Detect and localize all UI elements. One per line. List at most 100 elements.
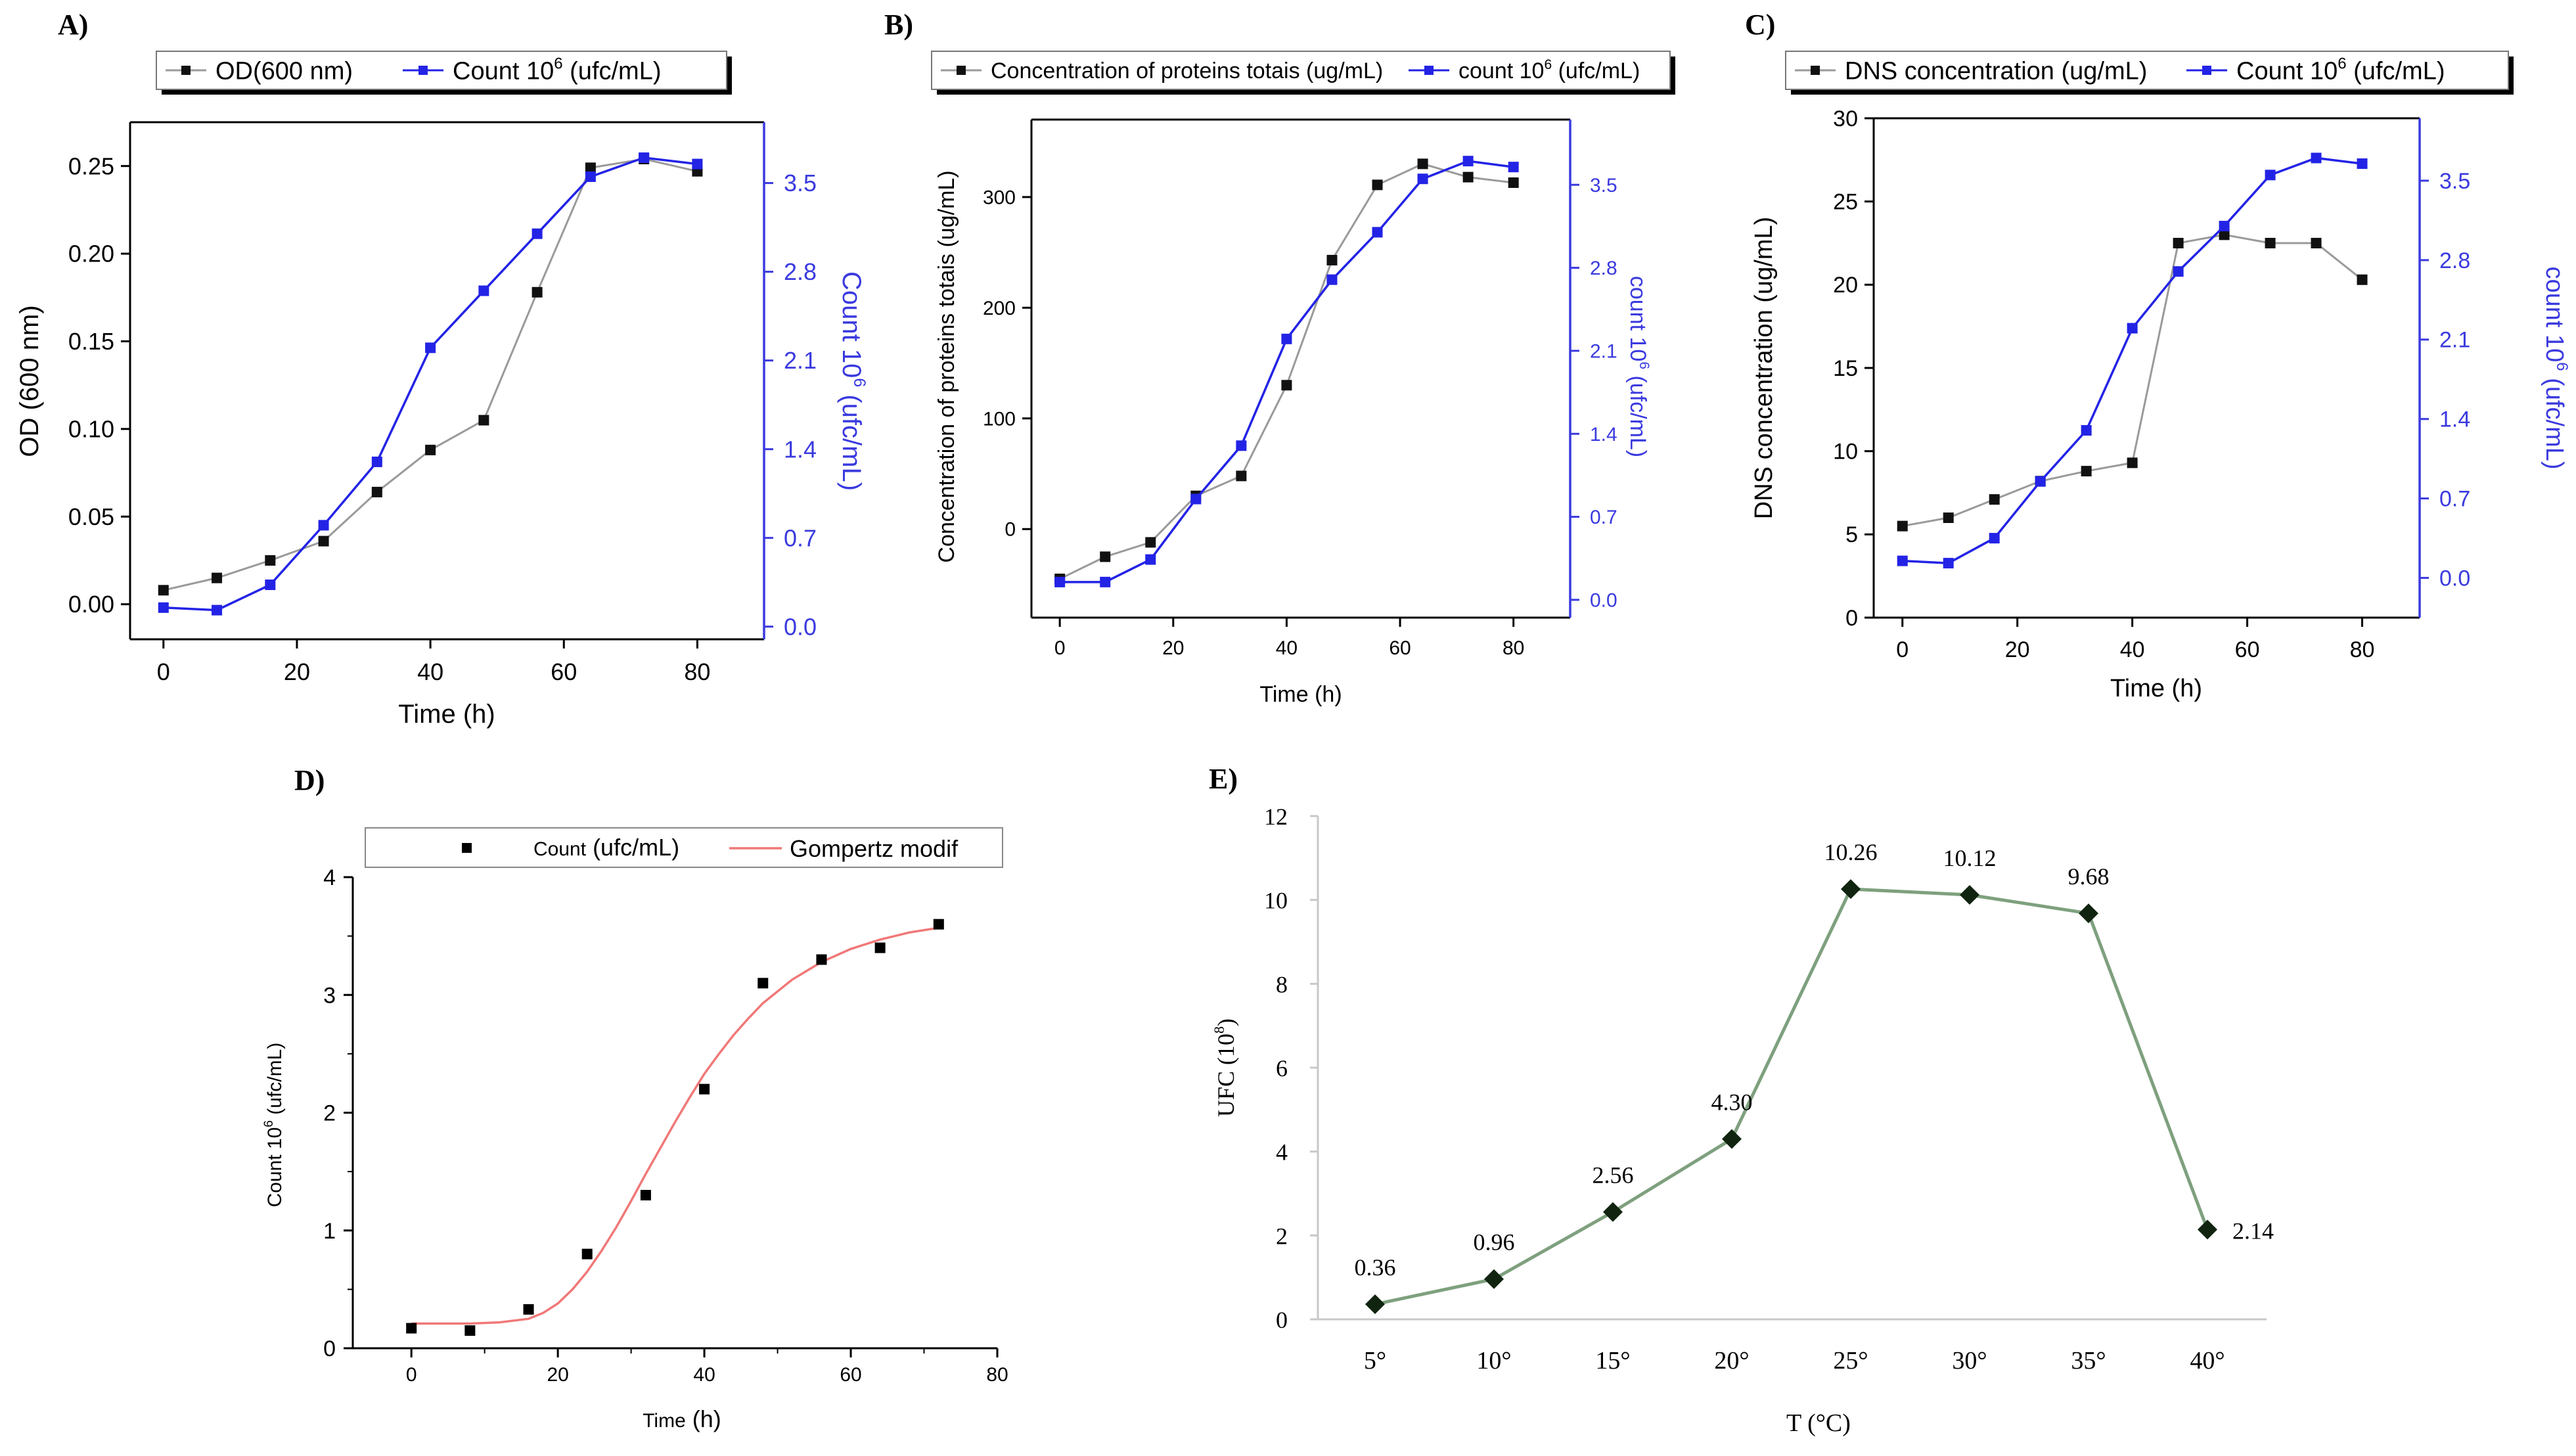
y-tick-label: 20 [1833,273,1858,298]
series-line-right [163,156,698,612]
data-label: 4.30 [1711,1089,1753,1116]
chart-a: A) 0 20 40 60 80 0.00 0.05 0.10 0.15 0.20 0.25 0.0 0.… [15,9,869,729]
data-point [2198,1219,2217,1240]
data-point-right [1326,274,1338,285]
chart-c: C) 0 20 40 60 80 0 5 10 15 20 25 30 0.0 0.7 1.4 2.1 2.8 3.… [1745,9,2571,702]
legend-entry-2: Gompertz modif [790,835,959,862]
y-tick-label: 4 [323,865,336,890]
data-point-left [1897,520,1908,532]
y2-tick-label: 2.1 [1590,340,1617,362]
x-tick-label: 40 [1276,637,1298,659]
legend-box [1785,51,2509,90]
chart-b: B) 0 20 40 60 80 0 100 200 300 0.0 0.7 1.4 2.1 2.8 3.5 T… [884,9,1675,707]
x-axis-label: Time (h) [398,700,495,729]
data-point-left [1281,380,1292,391]
y2-tick-label: 0.0 [784,613,817,640]
y-tick-label: 0 [1005,519,1016,541]
y-axis-label: Count 106 (ufc/mL) [262,1043,286,1208]
data-point-right [1508,162,1519,173]
data-label: 0.96 [1474,1229,1515,1256]
x-tick-label: 20° [1714,1347,1749,1375]
y2-axis-label: Count 106 (ufc/mL) [837,271,869,491]
panel-label: D) [294,764,325,796]
data-point-left [531,286,543,298]
data-point-right [639,152,650,164]
legend-entry-1-main: DNS concentration (ug/mL) [1845,58,2147,85]
legend-entry-2: count 106 (ufc/mL) [1458,57,1640,83]
data-point [933,919,944,930]
data-point-right [425,342,436,353]
data-point [816,954,827,965]
data-point-right [1989,533,2000,544]
y-tick-label: 0.15 [68,328,114,355]
legend-entry-1-tail: (ufc/mL) [586,834,679,861]
x-tick-label: 10° [1476,1347,1511,1375]
legend-swatch-marker [957,66,966,75]
x-tick-label: 40° [2190,1347,2225,1375]
panel-label: C) [1745,9,1775,41]
data-point-left [212,572,223,583]
series-line-left [1902,233,2363,528]
legend-entry-1-main: Count [533,838,587,860]
data-point-right [1281,333,1292,344]
data-point-right [2357,158,2368,170]
y2-tick-label: 0.0 [1590,589,1617,611]
data-point [874,942,886,953]
x-tick-label: 20 [547,1364,568,1386]
data-point [1960,885,1979,905]
data-point-left [478,415,489,426]
y2-tick-label: 2.8 [1590,258,1617,279]
y-tick-label: 12 [1264,804,1288,830]
x-tick-label: 80 [986,1364,1008,1386]
y-tick-label: 0 [1845,606,1858,631]
y-tick-label: 0.00 [68,591,114,618]
data-point-left [2311,238,2322,248]
x-tick-label: 20 [2005,637,2030,662]
y-axis-label-main: UFC (10 [1213,1034,1239,1117]
data-point-right [371,456,382,467]
data-point [1365,1294,1385,1315]
y2-axis-label-tail: (ufc/mL) [1625,369,1650,457]
chart-d: D) 0 20 40 60 80 0 1 2 3 4 Time (h) Count 106 (ufc/m… [262,764,1008,1432]
data-point-left [2219,229,2230,240]
legend-swatch-marker [2202,66,2211,75]
y2-tick-label: 1.4 [1590,424,1617,445]
legend-swatch-marker [462,843,472,853]
legend-entry-2-tail: (ufc/mL) [563,58,662,85]
data-point-right [2081,425,2092,436]
x-tick-label: 40 [2120,637,2145,662]
y2-tick-label: 0.7 [784,524,817,551]
data-point-left [265,555,276,566]
y2-axis-label: count 106 (ufc/mL) [2541,266,2571,469]
x-tick-label: 20 [284,658,310,685]
gompertz-curve [411,926,939,1325]
y-axis-label-tail: ) [1213,1018,1239,1026]
data-point-left [371,486,382,497]
y-axis-label-sup: 8 [1211,1026,1227,1034]
data-point [1603,1202,1623,1222]
legend-entry-2-tail: (ufc/mL) [1552,58,1640,83]
y2-axis-label-sup: 6 [2553,362,2571,371]
y2-axis-label-tail: (ufc/mL) [2541,371,2568,470]
x-axis-label-unit: (h) [686,1405,721,1432]
data-point-left [2357,274,2368,285]
data-point [699,1083,710,1095]
y-axis-label: DNS concentration (ug/mL) [1750,217,1778,519]
y-tick-label: 1 [323,1219,336,1244]
data-point-right [2127,323,2138,334]
y-tick-label: 0.20 [68,240,114,267]
x-tick-label: 80 [2350,637,2375,662]
data-point-right [1417,173,1428,185]
y-tick-label: 3 [323,983,336,1008]
data-point [1722,1129,1742,1149]
y-axis-label-sup: 6 [262,1120,276,1127]
data-point-left [1462,171,1474,183]
data-point-left [318,535,329,547]
x-tick-label: 60 [551,658,577,685]
y-tick-label: 0.10 [68,415,114,442]
series-line-left [163,158,698,591]
legend-entry-2-sup: 6 [554,55,562,73]
data-point-right [585,171,596,182]
data-label: 10.26 [1824,839,1878,865]
data-point-right [1462,156,1474,167]
